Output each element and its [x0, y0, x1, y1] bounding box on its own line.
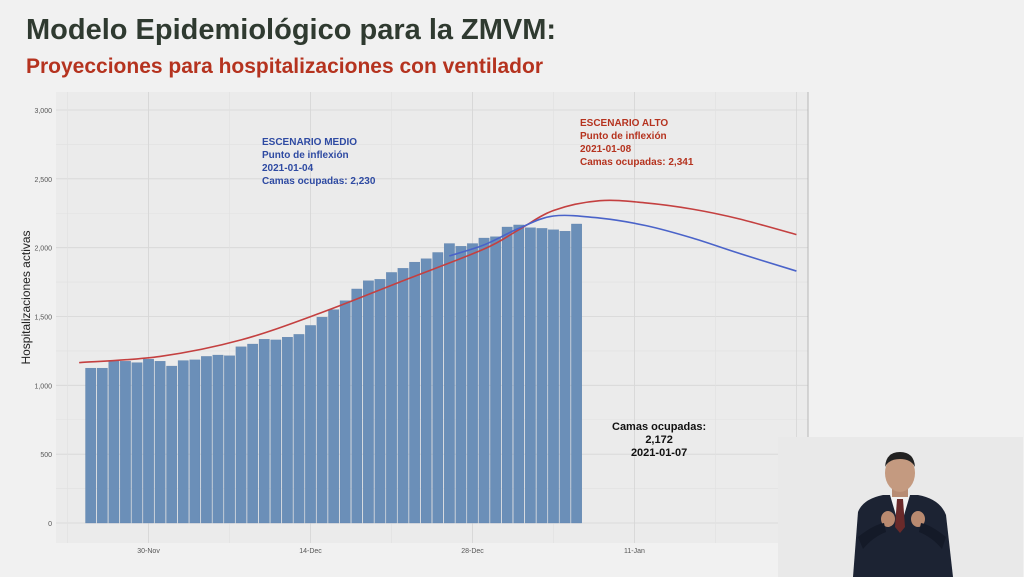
bar — [501, 226, 513, 524]
y-tick-label: 2,500 — [34, 177, 52, 184]
annotation-alto-date: 2021-01-08 — [580, 144, 632, 155]
bar — [397, 268, 409, 524]
bar — [305, 325, 316, 524]
annotation-medio: ESCENARIO MEDIO Punto de inflexión 2021-… — [262, 136, 375, 188]
bar — [189, 359, 201, 524]
bar — [548, 229, 559, 524]
x-tick-label: 11-Jan — [624, 548, 645, 555]
x-tick-label: 30-Nov — [137, 548, 160, 555]
page-subtitle: Proyecciones para hospitalizaciones con … — [26, 55, 544, 78]
annotation-alto-inflection: Punto de inflexión — [580, 131, 667, 142]
y-tick-label: 2,000 — [34, 246, 52, 253]
bar — [478, 237, 490, 524]
y-tick-label: 1,500 — [34, 315, 52, 322]
bar — [247, 343, 259, 524]
bar — [374, 279, 386, 524]
y-tick-label: 0 — [48, 521, 52, 528]
bar — [270, 339, 282, 524]
annotation-current-beds: Camas ocupadas: 2,172 2021-01-07 — [612, 421, 706, 460]
sign-language-interpreter-video — [778, 437, 1023, 577]
bar — [467, 243, 478, 524]
annotation-current-date: 2021-01-07 — [630, 447, 688, 459]
bar — [490, 236, 501, 524]
annotation-medio-inflection: Punto de inflexión — [262, 150, 349, 161]
bar — [282, 336, 293, 524]
bar — [443, 243, 455, 524]
annotation-current-value: 2,172 — [645, 434, 673, 446]
series-line-medio — [449, 214, 797, 272]
bar — [258, 339, 270, 524]
bar — [432, 252, 444, 524]
bar — [131, 362, 143, 524]
x-tick-label: 14-Dec — [299, 548, 322, 555]
annotation-medio-date: 2021-01-04 — [262, 163, 314, 174]
bar — [235, 346, 247, 524]
annotation-alto-title: ESCENARIO ALTO — [580, 118, 669, 129]
bar — [351, 288, 363, 524]
bar — [293, 334, 305, 524]
annotation-medio-beds: Camas ocupadas: 2,230 — [262, 176, 376, 187]
y-tick-label: 500 — [40, 452, 52, 459]
bar — [108, 360, 120, 524]
bar — [386, 272, 397, 524]
bar — [339, 300, 351, 524]
y-tick-label: 1,000 — [34, 383, 52, 390]
bar — [455, 246, 467, 524]
bar — [177, 360, 189, 524]
bar — [212, 354, 224, 524]
bar — [409, 261, 421, 524]
bar — [154, 361, 166, 524]
series-line-alto — [79, 199, 797, 364]
interpreter-figure — [778, 437, 1023, 577]
bar — [559, 230, 571, 524]
annotation-medio-title: ESCENARIO MEDIO — [262, 137, 358, 148]
bar — [120, 361, 131, 524]
bar — [96, 367, 108, 524]
bar — [571, 223, 582, 524]
page-title: Modelo Epidemiológico para la ZMVM: — [26, 14, 557, 46]
bar — [536, 228, 548, 524]
annotation-current-label: Camas ocupadas: — [612, 421, 707, 433]
annotation-alto: ESCENARIO ALTO Punto de inflexión 2021-0… — [580, 117, 693, 169]
bar — [201, 356, 212, 524]
x-tick-label: 28-Dec — [461, 548, 484, 555]
bar — [316, 317, 328, 524]
y-axis-label: Hospitalizaciones activas — [19, 230, 33, 364]
bar — [363, 280, 374, 524]
bar — [420, 258, 432, 524]
bar — [166, 365, 178, 524]
bar — [328, 309, 340, 524]
bar — [513, 224, 525, 524]
bar — [524, 227, 536, 524]
chart-area: 0 500 1,000 1,500 2,000 2,500 3,000 30-Nov 14-De… — [19, 92, 809, 555]
y-tick-label: 3,000 — [34, 108, 52, 115]
annotation-alto-beds: Camas ocupadas: 2,341 — [580, 157, 694, 168]
bar — [85, 367, 97, 524]
bar — [143, 359, 154, 524]
bar — [224, 355, 235, 524]
